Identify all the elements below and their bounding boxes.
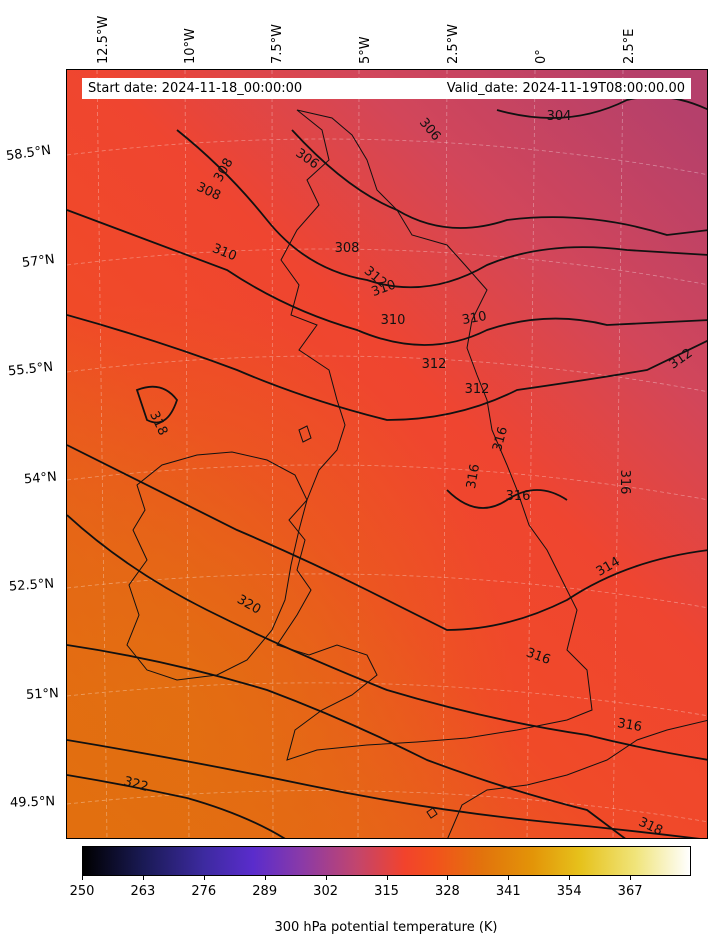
contour-label: 316: [617, 470, 632, 495]
france-coast: [447, 719, 707, 838]
great-britain-coast: [276, 109, 593, 761]
contour-314: [67, 444, 707, 631]
colorbar-tick-label: 341: [495, 884, 521, 899]
contour-316: [67, 514, 707, 761]
contour-304: [496, 95, 707, 119]
warm-sector: [67, 70, 707, 838]
contour-308: [176, 129, 707, 289]
contour-label: 310: [461, 309, 488, 328]
colorbar-tick-label: 328: [434, 884, 460, 899]
colorbar-tickmark: [82, 876, 83, 880]
colorbar-tickmark: [142, 876, 144, 880]
start-date: Start date: 2024-11-18_00:00:00: [88, 81, 303, 96]
colorbar-tickmark: [264, 876, 266, 880]
contour-320: [67, 644, 626, 838]
colorbar-tickmark: [447, 876, 449, 880]
colorbar-tickmark: [569, 876, 571, 880]
contour-label: 316: [464, 463, 483, 490]
lat-label-49-5n: 49.5°N: [9, 794, 56, 811]
lon-label-5w: 5°W: [358, 36, 373, 64]
colorbar-tick-label: 276: [191, 884, 217, 899]
contour-lines: [67, 95, 707, 838]
contour-label: 304: [547, 109, 572, 124]
lon-label-2-5w: 2.5°W: [446, 23, 461, 64]
contour-322: [67, 774, 286, 838]
valid-date: Valid_date: 2024-11-19T08:00:00.00: [446, 81, 685, 96]
lon-label-0: 0°: [534, 49, 549, 64]
contour-label: 310: [381, 313, 406, 328]
lon-label-12-5w: 12.5°W: [96, 15, 111, 64]
contour-312: [67, 314, 707, 421]
ireland-coast: [126, 451, 308, 681]
colorbar-tick-label: 367: [617, 884, 643, 899]
colorbar-tick-label: 250: [69, 884, 95, 899]
lat-label-57n: 57°N: [21, 252, 56, 271]
contour-label: 316: [506, 489, 531, 504]
contour-label: 322: [122, 774, 150, 795]
coastlines: [126, 109, 707, 838]
lon-label-2-5e: 2.5°E: [622, 28, 637, 64]
contour-316-north: [446, 489, 568, 509]
map-canvas: 304 306 306 308 308 308 310 310 310 310 …: [67, 70, 707, 838]
contour-306: [291, 129, 707, 236]
colorbar-tick-label: 263: [130, 884, 156, 899]
contour-310: [67, 209, 707, 346]
contour-label: 308: [335, 241, 360, 256]
map-panel: 304 306 306 308 308 308 310 310 310 310 …: [66, 69, 708, 839]
colorbar-tick-label: 289: [252, 884, 278, 899]
lat-label-51n: 51°N: [25, 686, 60, 703]
lat-label-54n: 54°N: [23, 469, 58, 488]
contour-label: 316: [616, 716, 643, 735]
colorbar-label: 300 hPa potential temperature (K): [274, 920, 498, 935]
colorbar-tickmark: [203, 876, 205, 880]
colorbar-tick-label: 315: [374, 884, 399, 899]
colorbar-tickmark: [508, 876, 510, 880]
contour-318-ireland: [135, 385, 179, 424]
lat-label-58-5n: 58.5°N: [5, 142, 52, 165]
contour-318: [67, 739, 700, 838]
lat-label-55-5n: 55.5°N: [7, 359, 54, 380]
contour-label: 312: [465, 382, 490, 397]
colorbar-tickmark: [386, 876, 388, 880]
colorbar: [82, 846, 691, 876]
lat-label-52-5n: 52.5°N: [8, 576, 55, 595]
lon-label-10w: 10°W: [183, 28, 198, 64]
channel-islands: [426, 807, 438, 819]
date-annotation: Start date: 2024-11-18_00:00:00 Valid_da…: [82, 78, 691, 99]
colorbar-tick-label: 302: [313, 884, 339, 899]
colorbar-tickmark: [630, 876, 632, 880]
colorbar-tickmark: [325, 876, 327, 880]
lon-label-7-5w: 7.5°W: [270, 23, 285, 64]
isle-of-man: [298, 425, 312, 443]
colorbar-tick-label: 354: [556, 884, 582, 899]
graticule: [67, 70, 707, 838]
contour-label: 316: [490, 425, 511, 453]
contour-label: 312: [422, 357, 447, 372]
